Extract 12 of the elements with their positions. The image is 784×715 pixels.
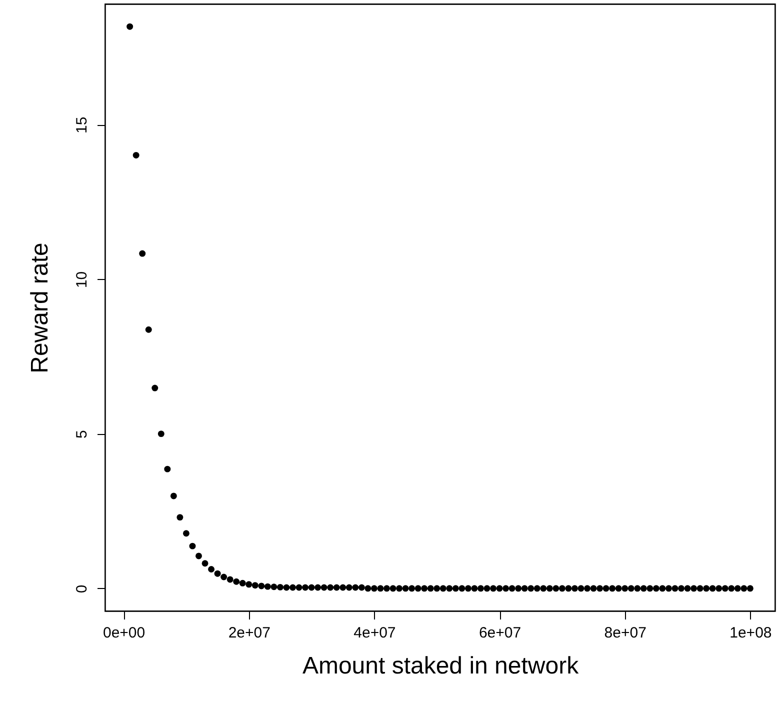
x-tick-label: 0e+00 [102, 624, 146, 642]
y-tick-label: 10 [74, 271, 90, 288]
y-tick-label: 0 [74, 584, 90, 594]
y-axis-title: Reward rate [26, 242, 54, 374]
x-tick-label: 8e+07 [604, 624, 646, 642]
x-tick-label: 1e+08 [730, 624, 772, 642]
x-tick-label: 4e+07 [354, 624, 396, 642]
x-tick-label: 6e+07 [478, 624, 522, 642]
x-tick-label: 2e+07 [228, 624, 270, 642]
y-tick-label: 5 [74, 430, 90, 438]
x-axis-title: Amount staked in network [302, 652, 580, 680]
y-tick-label: 15 [74, 116, 90, 134]
